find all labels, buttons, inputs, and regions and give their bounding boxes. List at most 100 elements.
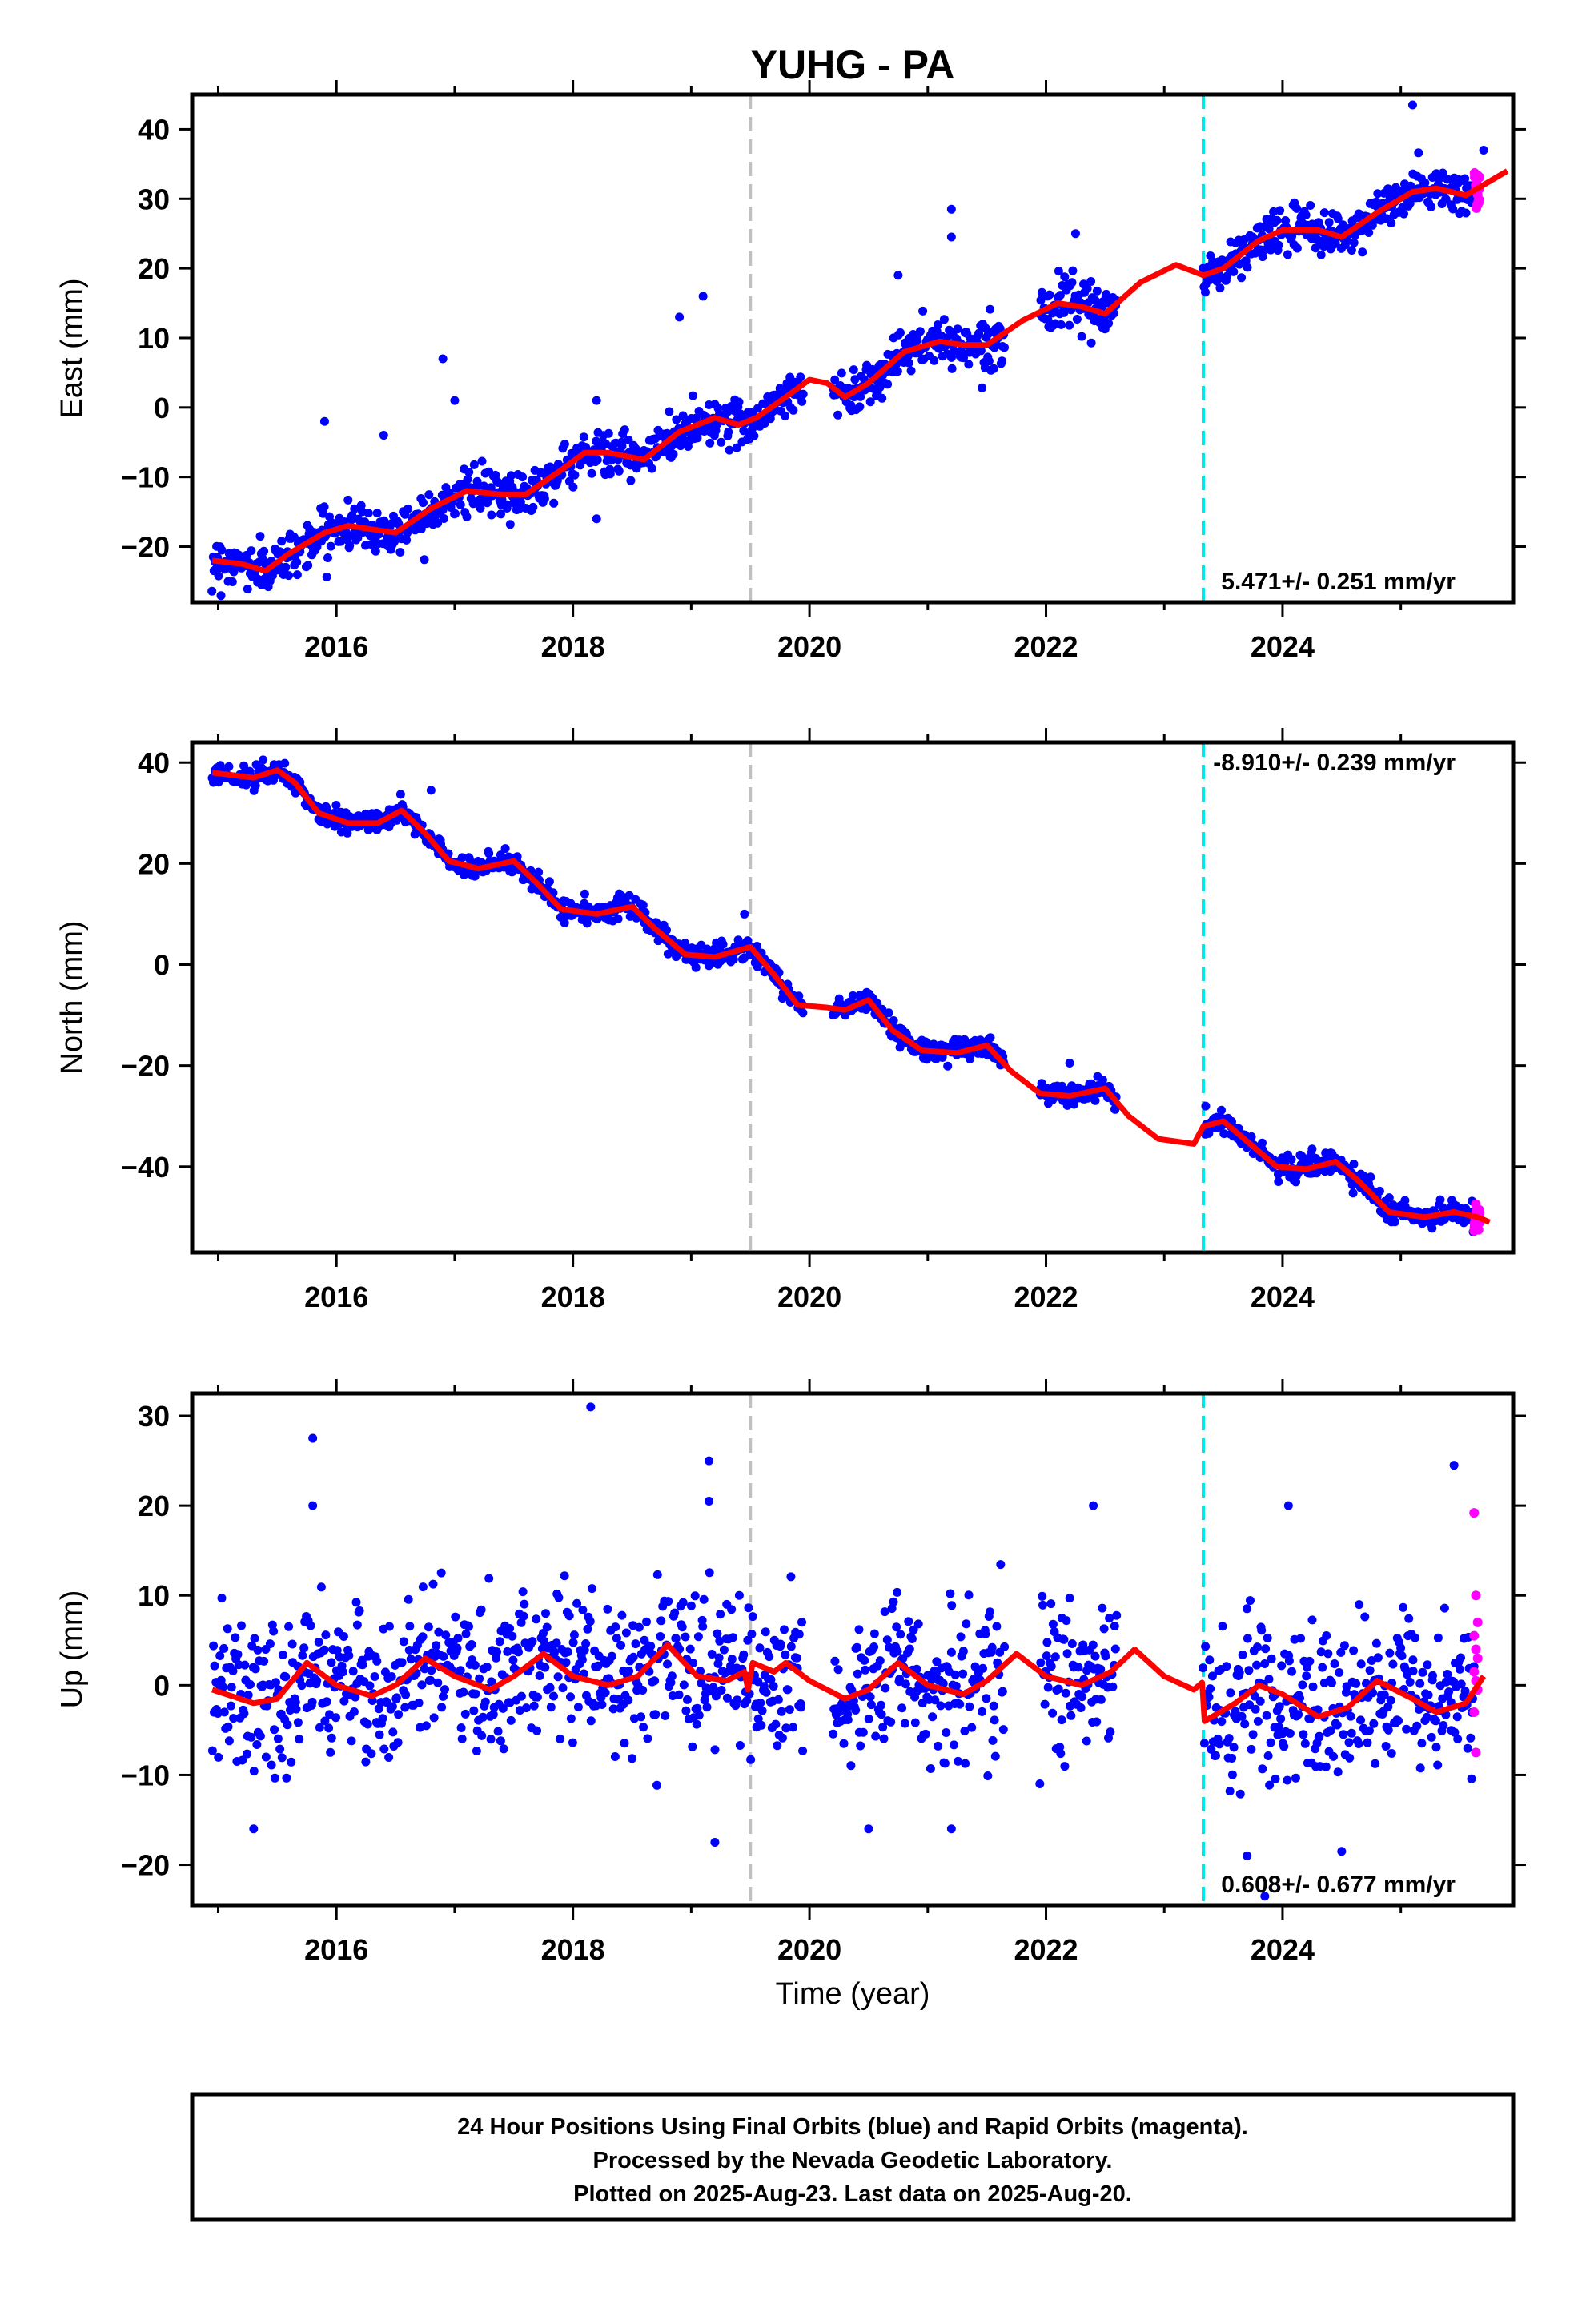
- up-final-point: [1431, 1743, 1441, 1752]
- up-final-point: [514, 1647, 523, 1657]
- east-final-point: [416, 524, 426, 533]
- north-final-point: [242, 780, 251, 790]
- up-final-point: [858, 1727, 868, 1737]
- up-final-point: [439, 1691, 448, 1701]
- up-final-point: [729, 1633, 737, 1642]
- up-final-point: [1262, 1711, 1271, 1720]
- up-final-point: [1365, 1726, 1374, 1735]
- up-final-point: [215, 1651, 225, 1660]
- up-final-point: [600, 1688, 610, 1698]
- up-final-point: [753, 1677, 763, 1687]
- up-final-point: [1110, 1644, 1120, 1654]
- up-final-point: [928, 1712, 938, 1722]
- up-final-point: [1252, 1660, 1262, 1670]
- up-final-point: [1422, 1712, 1431, 1722]
- east-final-point: [1260, 245, 1270, 255]
- up-final-point: [694, 1711, 704, 1720]
- up-final-point: [947, 1601, 957, 1610]
- up-final-point: [498, 1703, 508, 1713]
- up-final-point: [385, 1622, 394, 1631]
- north-final-point: [884, 1008, 893, 1018]
- north-final-points: [207, 755, 1479, 1236]
- up-rapid-point: [1469, 1508, 1480, 1518]
- up-final-point: [378, 1714, 387, 1723]
- up-final-point: [348, 1667, 358, 1676]
- up-final-point: [921, 1729, 930, 1739]
- east-rate-annotation: 5.471+/- 0.251 mm/yr: [1221, 569, 1456, 595]
- north-final-point: [729, 955, 738, 964]
- up-final-point: [1225, 1787, 1235, 1796]
- east-final-point: [1364, 228, 1374, 237]
- up-y-tick-label: 20: [138, 1490, 170, 1522]
- north-model-curve: [211, 767, 1491, 1225]
- north-outlier-point: [1307, 1144, 1317, 1154]
- up-final-point: [978, 1663, 987, 1673]
- up-outlier-point: [1449, 1461, 1459, 1470]
- east-final-point: [717, 437, 726, 447]
- up-final-point: [1218, 1622, 1227, 1631]
- up-final-point: [679, 1680, 689, 1690]
- up-final-point: [375, 1730, 384, 1739]
- up-final-point: [990, 1751, 1000, 1761]
- up-final-point: [756, 1698, 765, 1707]
- up-final-point: [650, 1676, 660, 1686]
- up-final-point: [370, 1672, 379, 1681]
- east-final-point: [797, 396, 807, 406]
- north-final-point: [1219, 1129, 1229, 1139]
- up-final-point: [893, 1587, 902, 1597]
- up-final-point: [327, 1733, 336, 1743]
- up-final-point: [414, 1698, 424, 1707]
- up-final-point: [1305, 1656, 1315, 1666]
- east-final-point: [1060, 272, 1070, 282]
- north-final-point: [663, 949, 673, 959]
- up-final-point: [656, 1616, 666, 1626]
- up-final-point: [887, 1604, 897, 1614]
- up-final-point: [566, 1714, 576, 1723]
- up-final-point: [307, 1697, 317, 1707]
- up-final-point: [988, 1735, 998, 1745]
- up-final-point: [219, 1643, 229, 1653]
- up-final-point: [249, 1767, 259, 1776]
- up-final-point: [227, 1701, 235, 1711]
- north-y-tick-label: 40: [138, 746, 170, 779]
- up-final-point: [707, 1650, 717, 1659]
- east-final-point: [749, 431, 759, 440]
- up-final-point: [1404, 1614, 1414, 1623]
- east-final-point: [463, 475, 472, 485]
- up-final-point: [508, 1655, 518, 1665]
- up-frame: [190, 1391, 1516, 1908]
- up-final-point: [1235, 1789, 1245, 1799]
- up-final-point: [503, 1647, 512, 1656]
- east-final-point: [689, 391, 697, 400]
- up-final-point: [1316, 1647, 1326, 1657]
- up-final-point: [1360, 1612, 1370, 1622]
- up-final-point: [283, 1720, 292, 1730]
- up-final-point: [1439, 1721, 1448, 1730]
- up-final-point: [786, 1642, 796, 1651]
- up-final-point: [671, 1634, 681, 1643]
- up-final-point: [314, 1637, 323, 1647]
- up-final-point: [771, 1719, 781, 1729]
- up-final-point: [996, 1560, 1006, 1570]
- up-final-point: [951, 1681, 961, 1691]
- up-final-point: [331, 1713, 340, 1723]
- east-final-point: [342, 528, 351, 537]
- up-final-point: [1056, 1749, 1066, 1759]
- up-final-point: [1439, 1603, 1449, 1613]
- up-final-point: [608, 1704, 618, 1714]
- up-final-point: [961, 1759, 970, 1768]
- up-final-point: [978, 1707, 987, 1716]
- up-outlier-point: [249, 1824, 259, 1834]
- up-final-point: [478, 1712, 488, 1722]
- east-final-point: [214, 571, 223, 581]
- east-outlier-point: [438, 354, 448, 364]
- up-final-point: [387, 1702, 397, 1711]
- up-final-point: [297, 1681, 307, 1691]
- north-final-point: [1384, 1193, 1394, 1203]
- up-final-point: [1215, 1739, 1224, 1749]
- up-final-point: [617, 1610, 627, 1620]
- east-outlier-point: [946, 204, 956, 214]
- footer-line-2: Processed by the Nevada Geodetic Laborat…: [593, 2148, 1113, 2173]
- up-final-point: [394, 1710, 404, 1719]
